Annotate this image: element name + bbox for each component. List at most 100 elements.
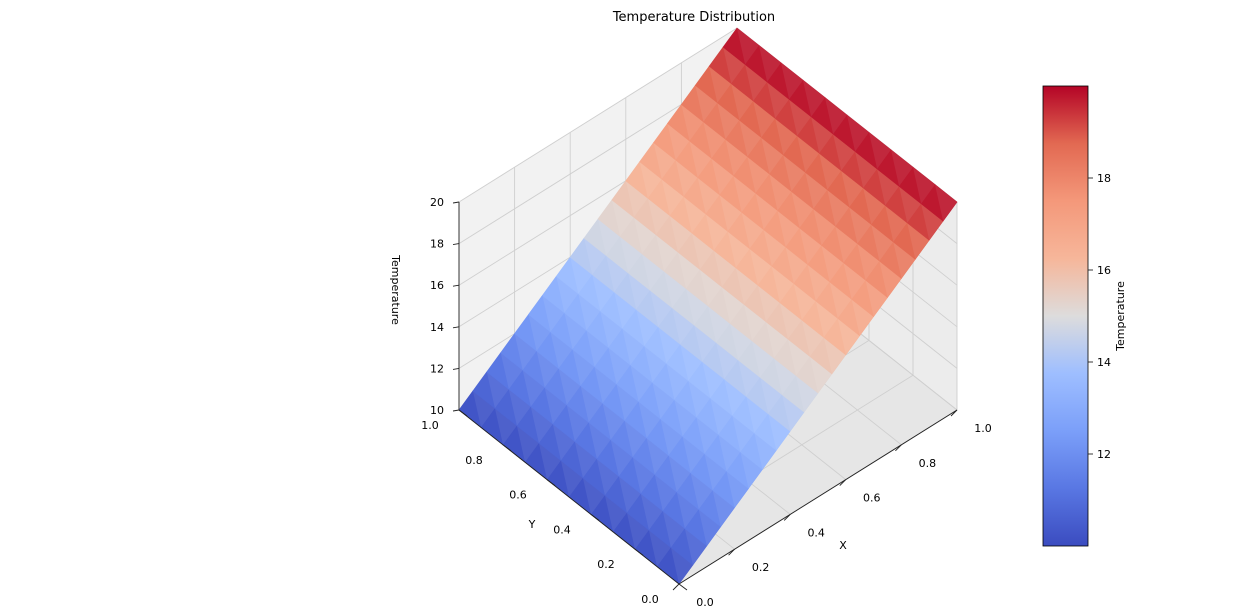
x-axis-line xyxy=(678,409,958,585)
surface-facet xyxy=(737,28,759,65)
surface-facet xyxy=(602,403,625,440)
surface-facet xyxy=(815,300,838,338)
surface-facet xyxy=(578,293,601,331)
surface-facet xyxy=(768,413,791,451)
surface-facet xyxy=(885,205,908,242)
z-axis-ticks: 10 12 14 16 18 20 xyxy=(430,196,460,417)
surface-facet xyxy=(718,434,741,472)
surface-facet xyxy=(913,167,935,204)
surface-facet xyxy=(782,394,805,432)
surface-facet xyxy=(632,457,655,494)
y-tick-mark xyxy=(458,409,468,417)
x-tick-label: 0.0 xyxy=(696,596,714,609)
surface-facet xyxy=(646,438,669,475)
y-tick-mark xyxy=(502,444,512,452)
surface-facet xyxy=(530,406,553,444)
surface-facet xyxy=(669,215,692,253)
grid-line-z xyxy=(458,27,738,203)
surface-facet xyxy=(654,474,677,511)
surface-facet xyxy=(556,276,579,313)
surface-facet xyxy=(725,139,748,176)
z-tick-mark xyxy=(452,201,460,204)
surface-facet xyxy=(747,156,770,194)
surface-facet xyxy=(754,432,777,470)
z-tick-label: 18 xyxy=(430,238,444,251)
surface-facet xyxy=(716,342,739,379)
surface-facet xyxy=(677,252,700,289)
surface-facet xyxy=(787,339,810,376)
colorbar-tick-label: 18 xyxy=(1097,172,1111,185)
surface-facet xyxy=(791,191,814,228)
surface-facet xyxy=(702,361,725,399)
surface-facet xyxy=(746,396,769,433)
y-tick-label: 0.0 xyxy=(641,593,659,606)
surface-facet xyxy=(841,170,864,208)
surface-facet xyxy=(638,401,661,438)
surface-facet xyxy=(647,198,670,235)
surface-facet xyxy=(572,349,595,386)
surface-facet xyxy=(743,304,766,341)
surface-facet xyxy=(774,358,796,395)
surface-facet xyxy=(606,255,629,292)
surface-facet xyxy=(618,476,641,513)
surface-facet xyxy=(843,262,866,300)
surface-facet xyxy=(823,337,846,374)
surface-facet xyxy=(813,208,836,246)
colorbar-tick-label: 12 xyxy=(1097,448,1111,461)
surface-facet xyxy=(732,415,755,452)
surface-facet xyxy=(757,285,780,322)
surface-facet xyxy=(752,340,774,378)
surface-facet xyxy=(921,203,944,241)
surface-facet xyxy=(666,363,689,400)
surface-facet xyxy=(680,344,703,381)
surface-facet xyxy=(835,226,858,263)
surface-facet xyxy=(661,179,684,216)
surface-facet xyxy=(696,417,719,454)
surface-facet xyxy=(703,121,726,159)
surface-facet xyxy=(698,509,721,546)
x-tick-label: 0.4 xyxy=(807,526,825,539)
y-tick-mark xyxy=(634,548,644,556)
z-tick-label: 14 xyxy=(430,321,444,334)
surface-facet xyxy=(797,135,820,173)
x-tick-label: 0.8 xyxy=(919,457,937,470)
surface-facet xyxy=(779,302,802,340)
surface-facet xyxy=(863,188,886,225)
y-axis-ticks: 0.0 0.2 0.4 0.6 0.8 1.0 xyxy=(421,409,688,606)
surface-facet xyxy=(584,238,607,275)
surface-facet xyxy=(596,458,619,496)
surface-facet xyxy=(544,387,567,424)
z-tick-label: 16 xyxy=(430,279,444,292)
surface-facet xyxy=(664,271,686,308)
surface-facet xyxy=(849,207,872,244)
surface-facet xyxy=(670,547,693,584)
surface-facet xyxy=(799,227,822,265)
surface-facet xyxy=(801,320,824,357)
surface-facet xyxy=(710,398,733,435)
surface-facet xyxy=(681,104,704,141)
surface-facet xyxy=(516,425,539,463)
surface-facet xyxy=(829,281,852,319)
surface-facet xyxy=(639,161,662,199)
surface-facet xyxy=(658,326,681,364)
surface-facet xyxy=(730,323,752,360)
surface-facet xyxy=(574,441,597,478)
surface-facet xyxy=(628,272,651,310)
surface-facet xyxy=(793,283,816,320)
surface-facet xyxy=(626,512,649,550)
surface-facet xyxy=(837,318,860,355)
surface-facet xyxy=(660,418,683,456)
surface-facet xyxy=(877,168,900,206)
y-tick-mark xyxy=(546,479,556,486)
surface-facet xyxy=(855,151,878,188)
z-axis-label: Temperature xyxy=(389,254,402,325)
surface-facet xyxy=(907,222,930,260)
surface-facet xyxy=(738,359,761,397)
surface-facet xyxy=(616,384,639,421)
surface-facet xyxy=(709,66,732,103)
x-tick-mark xyxy=(895,444,902,452)
surface-facet xyxy=(514,333,537,371)
surface-facet xyxy=(803,80,825,117)
surface-facet xyxy=(759,45,781,82)
x-tick-mark xyxy=(950,409,958,417)
